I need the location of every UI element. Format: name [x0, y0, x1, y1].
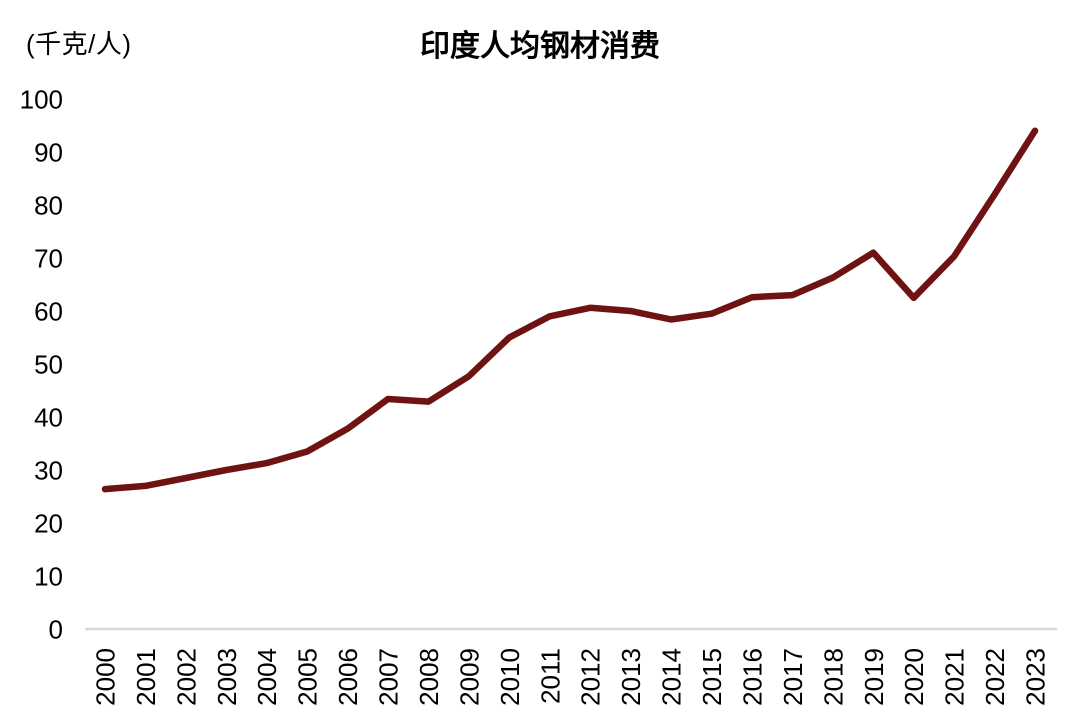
x-tick-label: 2002: [171, 648, 201, 706]
x-tick-label: 2016: [737, 648, 767, 706]
x-tick-label: 2007: [374, 648, 404, 706]
steel-consumption-line: [101, 127, 1039, 493]
x-tick-label: 2014: [657, 648, 687, 706]
x-tick-label: 2009: [454, 648, 484, 706]
x-tick-label: 2000: [91, 648, 121, 706]
x-tick-label: 2010: [495, 648, 525, 706]
x-tick-label: 2001: [131, 648, 161, 706]
y-tick-label: 70: [34, 244, 63, 274]
x-tick-label: 2022: [980, 648, 1010, 706]
y-tick-label: 30: [34, 456, 63, 486]
x-tick-label: 2020: [899, 648, 929, 706]
y-axis-unit-label: (千克/人): [26, 29, 132, 59]
x-tick-label: 2006: [333, 648, 363, 706]
chart-title: 印度人均钢材消费: [420, 30, 660, 63]
y-tick-label: 0: [49, 615, 63, 645]
y-tick-label: 60: [34, 297, 63, 327]
y-tick-label: 80: [34, 191, 63, 221]
x-tick-label: 2018: [818, 648, 848, 706]
x-tick-label: 2004: [252, 648, 282, 706]
y-tick-label: 20: [34, 509, 63, 539]
y-tick-label: 100: [20, 85, 63, 115]
y-tick-label: 40: [34, 403, 63, 433]
x-tick-label: 2012: [576, 648, 606, 706]
x-tick-label: 2013: [616, 648, 646, 706]
x-tick-label: 2005: [293, 648, 323, 706]
x-tick-label: 2011: [535, 648, 565, 704]
x-tick-label: 2019: [859, 648, 889, 706]
x-tick-label: 2021: [940, 648, 970, 706]
x-tick-label: 2017: [778, 648, 808, 706]
y-tick-label: 90: [34, 138, 63, 168]
x-tick-label: 2015: [697, 648, 727, 706]
x-tick-label: 2008: [414, 648, 444, 706]
y-tick-label: 10: [34, 562, 63, 592]
x-tick-label: 2003: [212, 648, 242, 706]
y-tick-label: 50: [34, 350, 63, 380]
x-tick-label: 2023: [1021, 648, 1051, 706]
